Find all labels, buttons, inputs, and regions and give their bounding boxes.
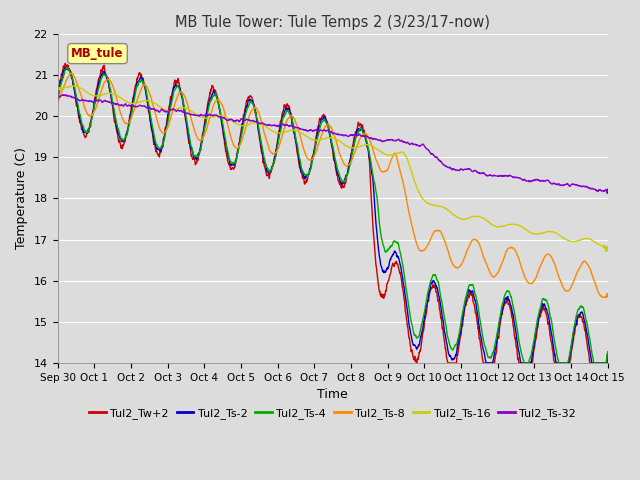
Legend: Tul2_Tw+2, Tul2_Ts-2, Tul2_Ts-4, Tul2_Ts-8, Tul2_Ts-16, Tul2_Ts-32: Tul2_Tw+2, Tul2_Ts-2, Tul2_Ts-4, Tul2_Ts… (85, 404, 580, 423)
Title: MB Tule Tower: Tule Temps 2 (3/23/17-now): MB Tule Tower: Tule Temps 2 (3/23/17-now… (175, 15, 490, 30)
Y-axis label: Temperature (C): Temperature (C) (15, 147, 28, 250)
Text: MB_tule: MB_tule (71, 47, 124, 60)
X-axis label: Time: Time (317, 388, 348, 401)
